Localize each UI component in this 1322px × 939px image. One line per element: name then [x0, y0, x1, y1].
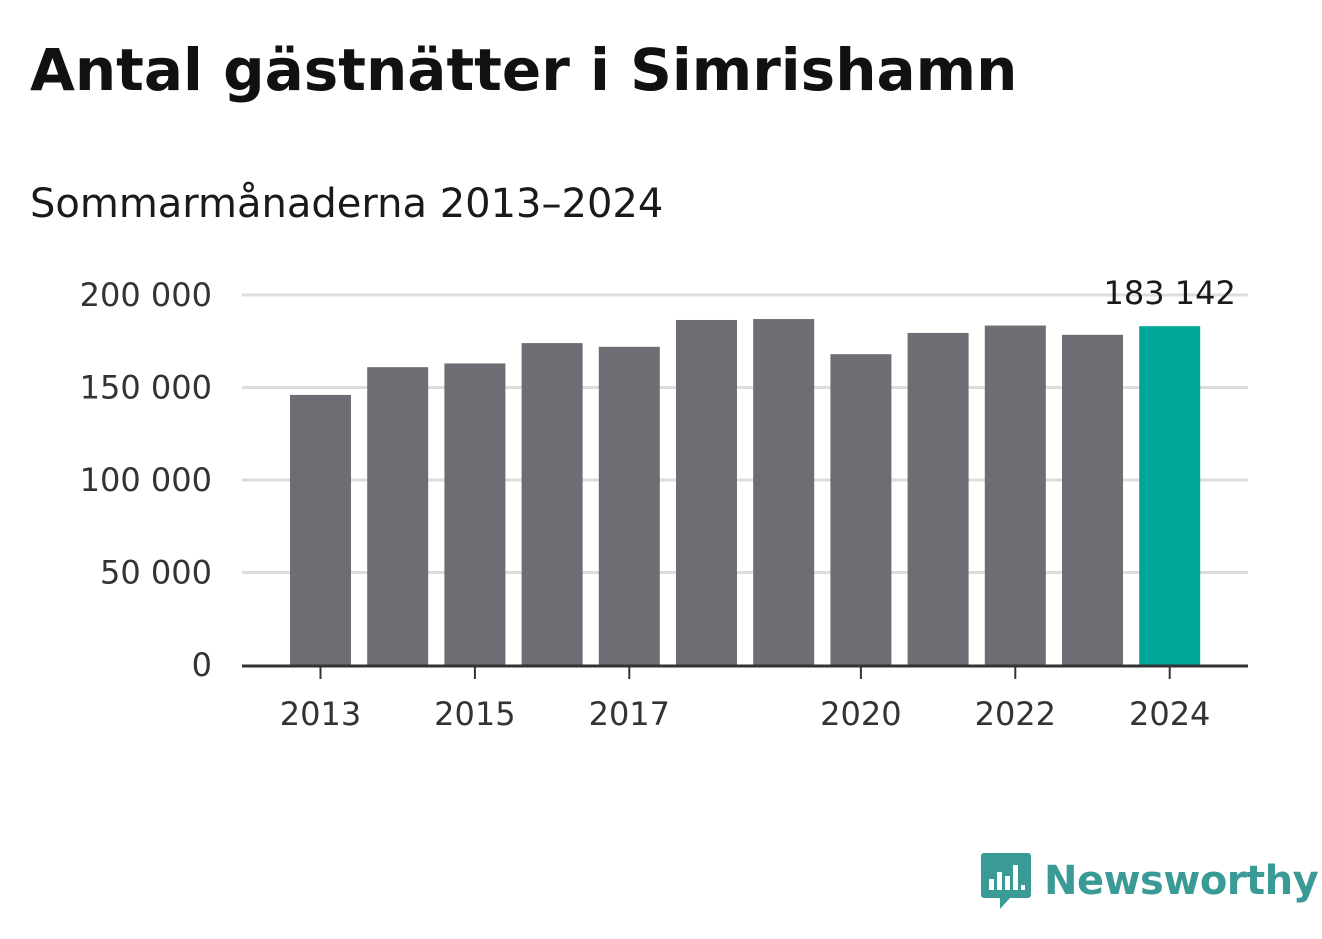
highlighted-bar [1139, 326, 1201, 665]
brand-name: Newsworthy [1044, 858, 1319, 904]
y-tick-label: 50 000 [100, 554, 212, 592]
bar [444, 363, 506, 665]
x-tick-label: 2013 [280, 695, 361, 733]
newsworthy-logo-icon [981, 853, 1031, 909]
x-axis [242, 664, 1248, 679]
x-tick-label: 2022 [975, 695, 1056, 733]
y-tick-label: 200 000 [80, 276, 212, 314]
bars [290, 319, 1201, 665]
bar [598, 346, 660, 665]
y-tick-label: 150 000 [80, 369, 212, 407]
x-tick-label: 2020 [820, 695, 901, 733]
bar [753, 319, 815, 665]
y-tick-label: 0 [192, 646, 212, 684]
bar [367, 367, 429, 665]
y-tick-label: 100 000 [80, 461, 212, 499]
bar [907, 332, 969, 665]
x-tick-label: 2017 [589, 695, 670, 733]
data-label: 183 142 [1104, 274, 1236, 312]
x-tick-label: 2024 [1129, 695, 1210, 733]
newsworthy-logo: Newsworthy [980, 850, 1319, 912]
page-title: Antal gästnätter i Simrishamn [30, 36, 1018, 104]
x-tick-label: 2015 [434, 695, 515, 733]
labels: 0 50 000 100 000 150 000 200 000 2013 2015 2017… [80, 274, 1236, 733]
page-subtitle: Sommarmånaderna 2013–2024 [30, 181, 664, 227]
bar [521, 343, 583, 665]
bar [1062, 334, 1123, 665]
bar [830, 354, 892, 665]
bar [984, 325, 1046, 665]
bar [290, 394, 351, 665]
bar [676, 319, 737, 665]
